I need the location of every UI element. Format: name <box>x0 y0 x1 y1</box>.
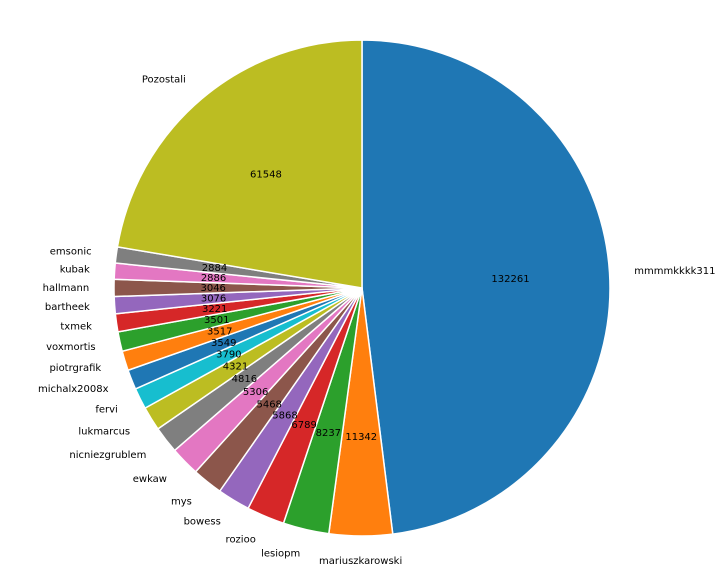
slice-value-label: 5306 <box>243 387 268 398</box>
pie-slice-pozostali <box>116 39 363 289</box>
slice-value-label: 2886 <box>201 273 226 284</box>
pie-category-labels: mmmmkkkk311mariuszkarowskilesiopmrozioob… <box>38 75 716 567</box>
slice-category-label: lesiopm <box>261 549 300 560</box>
slice-value-label: 5868 <box>272 410 297 421</box>
slice-value-label: 132261 <box>491 274 529 285</box>
slice-category-label: bowess <box>184 516 221 527</box>
slice-category-label: michalx2008x <box>38 384 109 395</box>
slice-value-label: 8237 <box>316 428 341 439</box>
slice-value-label: 3501 <box>204 315 229 326</box>
slice-category-label: mariuszkarowski <box>319 556 402 567</box>
slice-value-label: 3221 <box>202 304 227 315</box>
slice-value-label: 61548 <box>250 169 282 180</box>
slice-category-label: nicniezgrublem <box>69 450 146 461</box>
slice-category-label: mmmmkkkk311 <box>634 266 715 277</box>
slice-value-label: 4816 <box>232 374 257 385</box>
slice-value-label: 6789 <box>291 420 316 431</box>
slice-value-label: 2884 <box>202 263 227 274</box>
slice-value-label: 3076 <box>201 293 226 304</box>
slice-category-label: fervi <box>95 405 117 416</box>
slice-category-label: ewkaw <box>133 474 167 485</box>
pie-slices <box>113 39 611 537</box>
pie-slice-mmmmkkkk311 <box>361 39 611 535</box>
slice-category-label: lukmarcus <box>78 427 130 438</box>
slice-category-label: bartheek <box>45 302 90 313</box>
slice-value-label: 3046 <box>200 283 225 294</box>
slice-category-label: Pozostali <box>142 75 186 86</box>
slice-category-label: hallmann <box>43 283 90 294</box>
slice-value-label: 3517 <box>207 327 232 338</box>
slice-category-label: txmek <box>60 321 92 332</box>
slice-category-label: rozioo <box>226 534 256 545</box>
slice-category-label: mys <box>171 496 192 507</box>
slice-value-label: 3549 <box>211 338 236 349</box>
slice-category-label: piotrgrafik <box>49 363 101 374</box>
slice-value-label: 11342 <box>345 432 377 443</box>
slice-category-label: kubak <box>60 264 90 275</box>
slice-value-label: 5468 <box>256 399 281 410</box>
slice-value-label: 3790 <box>216 349 241 360</box>
pie-value-labels: 1322611134282376789586854685306481643213… <box>200 169 529 442</box>
slice-category-label: emsonic <box>50 247 92 258</box>
slice-value-label: 4321 <box>223 361 248 372</box>
slice-category-label: voxmortis <box>46 342 96 353</box>
